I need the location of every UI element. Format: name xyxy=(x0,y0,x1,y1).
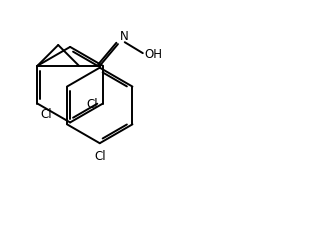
Text: Cl: Cl xyxy=(94,149,106,162)
Text: Cl: Cl xyxy=(87,98,98,111)
Text: N: N xyxy=(120,30,129,43)
Text: Cl: Cl xyxy=(41,107,52,120)
Text: OH: OH xyxy=(144,47,162,60)
